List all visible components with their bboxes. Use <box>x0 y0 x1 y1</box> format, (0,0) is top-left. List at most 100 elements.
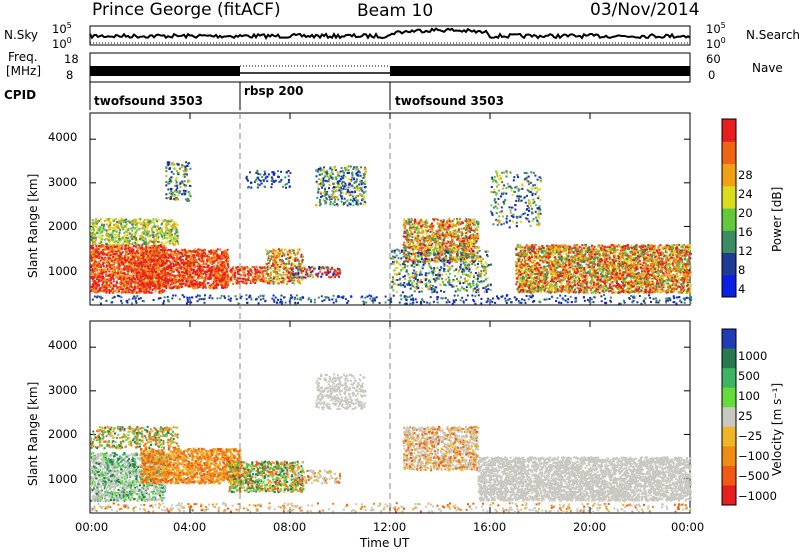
power-echo <box>267 273 269 275</box>
power-echo <box>324 188 326 190</box>
power-echo <box>349 183 351 185</box>
power-echo <box>272 256 274 258</box>
power-echo <box>156 230 158 232</box>
power-echo <box>177 237 179 239</box>
power-echo <box>97 230 99 232</box>
power-echo <box>164 236 166 238</box>
power-echo <box>101 257 103 259</box>
power-echo <box>161 235 163 237</box>
power-echo <box>138 275 140 277</box>
power-echo <box>323 166 325 168</box>
power-echo <box>107 229 109 231</box>
power-echo <box>118 288 120 290</box>
power-echo <box>173 238 175 240</box>
power-echo <box>130 259 132 261</box>
power-echo <box>124 225 126 227</box>
power-echo <box>170 232 172 234</box>
power-echo <box>97 221 99 223</box>
power-echo <box>292 265 294 267</box>
velocity-colorbar-swatch <box>722 407 736 427</box>
power-echo <box>277 176 279 178</box>
power-echo <box>187 198 189 200</box>
power-echo <box>128 263 130 265</box>
power-echo <box>242 278 244 280</box>
power-echo <box>169 242 171 244</box>
power-echo <box>232 274 234 276</box>
power-echo <box>343 181 345 183</box>
power-echo <box>126 231 128 233</box>
power-echo <box>174 185 176 187</box>
power-echo <box>161 232 163 234</box>
power-echo <box>257 173 259 175</box>
power-echo <box>121 237 123 239</box>
power-echo <box>341 167 343 169</box>
power-echo <box>154 284 156 286</box>
power-echo <box>283 253 285 255</box>
power-echo <box>173 264 175 266</box>
power-echo <box>283 262 285 264</box>
power-echo <box>101 273 103 275</box>
power-echo <box>152 241 154 243</box>
power-echo <box>250 187 252 189</box>
power-echo <box>320 180 322 182</box>
power-echo <box>331 197 333 199</box>
power-echo <box>256 266 258 268</box>
power-echo <box>311 270 313 272</box>
power-echo <box>333 186 335 188</box>
power-echo <box>357 172 359 174</box>
power-echo <box>112 276 114 278</box>
power-echo <box>344 187 346 189</box>
power-echo <box>185 278 187 280</box>
power-echo <box>116 229 118 231</box>
power-echo <box>104 259 106 261</box>
power-echo <box>206 260 208 262</box>
power-echo <box>225 278 227 280</box>
power-echo <box>256 274 258 276</box>
power-echo <box>208 282 210 284</box>
power-echo <box>272 181 274 183</box>
power-echo <box>270 258 272 260</box>
power-echo <box>108 258 110 260</box>
power-echo <box>125 291 127 293</box>
power-echo <box>215 275 217 277</box>
power-echo <box>300 268 302 270</box>
power-echo <box>288 179 290 181</box>
power-echo <box>157 265 159 267</box>
power-echo <box>227 255 229 257</box>
power-echo <box>363 175 365 177</box>
power-echo <box>90 277 92 279</box>
nsky-trace <box>90 29 690 38</box>
power-echo <box>113 261 115 263</box>
power-echo <box>219 274 221 276</box>
power-echo <box>105 289 107 291</box>
power-echo <box>208 258 210 260</box>
power-echo <box>112 219 114 221</box>
power-echo <box>328 187 330 189</box>
power-echo <box>232 283 234 285</box>
power-echo <box>140 256 142 258</box>
power-echo <box>92 283 94 285</box>
power-echo <box>166 280 168 282</box>
power-echo <box>179 190 181 192</box>
power-echo <box>158 228 160 230</box>
power-echo <box>263 270 265 272</box>
power-echo <box>331 190 333 192</box>
power-echo <box>98 228 100 230</box>
power-echo <box>259 276 261 278</box>
power-echo <box>106 243 108 245</box>
power-echo <box>301 262 303 264</box>
power-echo <box>315 204 317 206</box>
power-echo <box>135 219 137 221</box>
power-echo <box>102 250 104 252</box>
power-echo <box>266 271 268 273</box>
power-echo <box>306 268 308 270</box>
power-echo <box>330 176 332 178</box>
power-echo <box>342 188 344 190</box>
power-echo <box>170 287 172 289</box>
power-echo <box>109 236 111 238</box>
power-echo <box>462 237 464 239</box>
power-echo <box>297 280 299 282</box>
power-echo <box>100 266 102 268</box>
power-echo <box>154 281 156 283</box>
power-echo <box>182 255 184 257</box>
